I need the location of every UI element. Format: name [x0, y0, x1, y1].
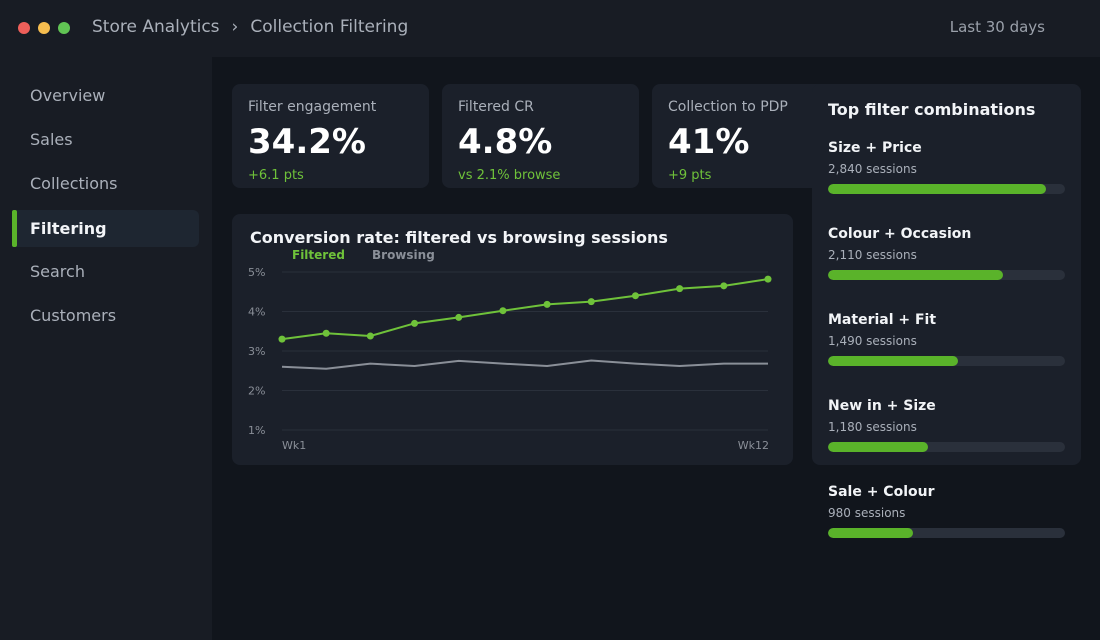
kpi-card-filtered-cr: Filtered CR 4.8% vs 2.1% browse — [442, 84, 639, 188]
kpi-label: Collection to PDP — [668, 99, 788, 115]
combination-bar-track — [828, 270, 1065, 280]
data-point-filtered — [455, 313, 463, 321]
sidebar-item-search[interactable]: Search — [30, 262, 85, 281]
breadcrumb-collection-filtering: Collection Filtering — [250, 17, 409, 37]
combination-bar-fill — [828, 184, 1047, 194]
combination-bar-fill — [828, 442, 928, 452]
combination-bar-track — [828, 356, 1065, 366]
y-tick-label: 4% — [248, 306, 265, 319]
data-point-filtered — [322, 329, 330, 337]
y-tick-label: 1% — [248, 424, 265, 437]
conversion-line-chart: 5% 4% 3% 2% 1% Wk1 Wk12 — [248, 266, 772, 452]
combination-bar-track — [828, 184, 1065, 194]
date-range-selector[interactable]: Last 30 days — [949, 18, 1045, 36]
combination-sessions: 1,490 sessions — [828, 334, 917, 348]
y-tick-label: 3% — [248, 345, 265, 358]
sidebar: Overview Sales Collections Filtering Sea… — [0, 57, 212, 640]
combination-name: Colour + Occasion — [828, 226, 972, 242]
sidebar-item-collections[interactable]: Collections — [30, 174, 118, 193]
breadcrumb: Store Analytics › Collection Filtering — [92, 17, 408, 37]
x-tick-label: Wk12 — [738, 439, 769, 452]
maximize-window-button[interactable] — [58, 22, 70, 34]
combination-bar-fill — [828, 270, 1004, 280]
kpi-value: 34.2% — [248, 122, 366, 162]
kpi-delta: +6.1 pts — [248, 168, 304, 183]
title-bar: Store Analytics › Collection Filtering L… — [0, 0, 1100, 57]
y-tick-label: 5% — [248, 266, 265, 279]
data-point-filtered — [543, 300, 551, 308]
combination-name: Sale + Colour — [828, 484, 935, 500]
data-point-filtered — [764, 275, 772, 283]
y-tick-label: 2% — [248, 385, 265, 398]
combination-name: New in + Size — [828, 398, 936, 414]
data-point-filtered — [631, 292, 639, 300]
sidebar-item-sales[interactable]: Sales — [30, 130, 73, 149]
data-point-filtered — [499, 307, 507, 315]
kpi-delta: vs 2.1% browse — [458, 168, 561, 183]
breadcrumb-separator: › — [231, 17, 239, 37]
data-point-filtered — [676, 285, 684, 293]
data-point-filtered — [278, 335, 286, 343]
combination-bar-fill — [828, 528, 914, 538]
breadcrumb-store-analytics[interactable]: Store Analytics — [92, 17, 220, 37]
combination-sessions: 2,840 sessions — [828, 162, 917, 176]
combination-bar-fill — [828, 356, 959, 366]
data-point-filtered — [366, 332, 374, 340]
series-line-browsing — [281, 359, 768, 370]
kpi-value: 41% — [668, 122, 750, 162]
chart-title: Conversion rate: filtered vs browsing se… — [250, 228, 668, 247]
kpi-card-filter-engagement: Filter engagement 34.2% +6.1 pts — [232, 84, 429, 188]
sidebar-item-customers[interactable]: Customers — [30, 306, 117, 325]
x-tick-label: Wk1 — [282, 439, 306, 452]
combination-sessions: 2,110 sessions — [828, 248, 917, 262]
kpi-value: 4.8% — [458, 122, 553, 162]
kpi-label: Filter engagement — [248, 99, 377, 115]
kpi-delta: +9 pts — [668, 168, 712, 183]
combinations-title: Top filter combinations — [828, 100, 1036, 119]
legend-filtered: Filtered — [292, 248, 345, 262]
combination-name: Material + Fit — [828, 312, 937, 328]
combination-bar-track — [828, 442, 1065, 452]
data-point-filtered — [720, 282, 728, 290]
data-point-filtered — [587, 298, 595, 306]
series-line-filtered — [281, 278, 769, 341]
combination-sessions: 1,180 sessions — [828, 420, 917, 434]
minimize-window-button[interactable] — [38, 22, 50, 34]
combination-name: Size + Price — [828, 140, 922, 156]
kpi-label: Filtered CR — [458, 99, 534, 115]
data-point-filtered — [411, 319, 419, 327]
legend-browsing: Browsing — [372, 248, 435, 262]
sidebar-item-filtering[interactable]: Filtering — [12, 210, 199, 247]
combination-bar-track — [828, 528, 1065, 538]
combination-sessions: 980 sessions — [828, 506, 906, 520]
sidebar-item-overview[interactable]: Overview — [30, 86, 106, 105]
conversion-chart-card: Conversion rate: filtered vs browsing se… — [232, 214, 793, 465]
close-window-button[interactable] — [18, 22, 30, 34]
